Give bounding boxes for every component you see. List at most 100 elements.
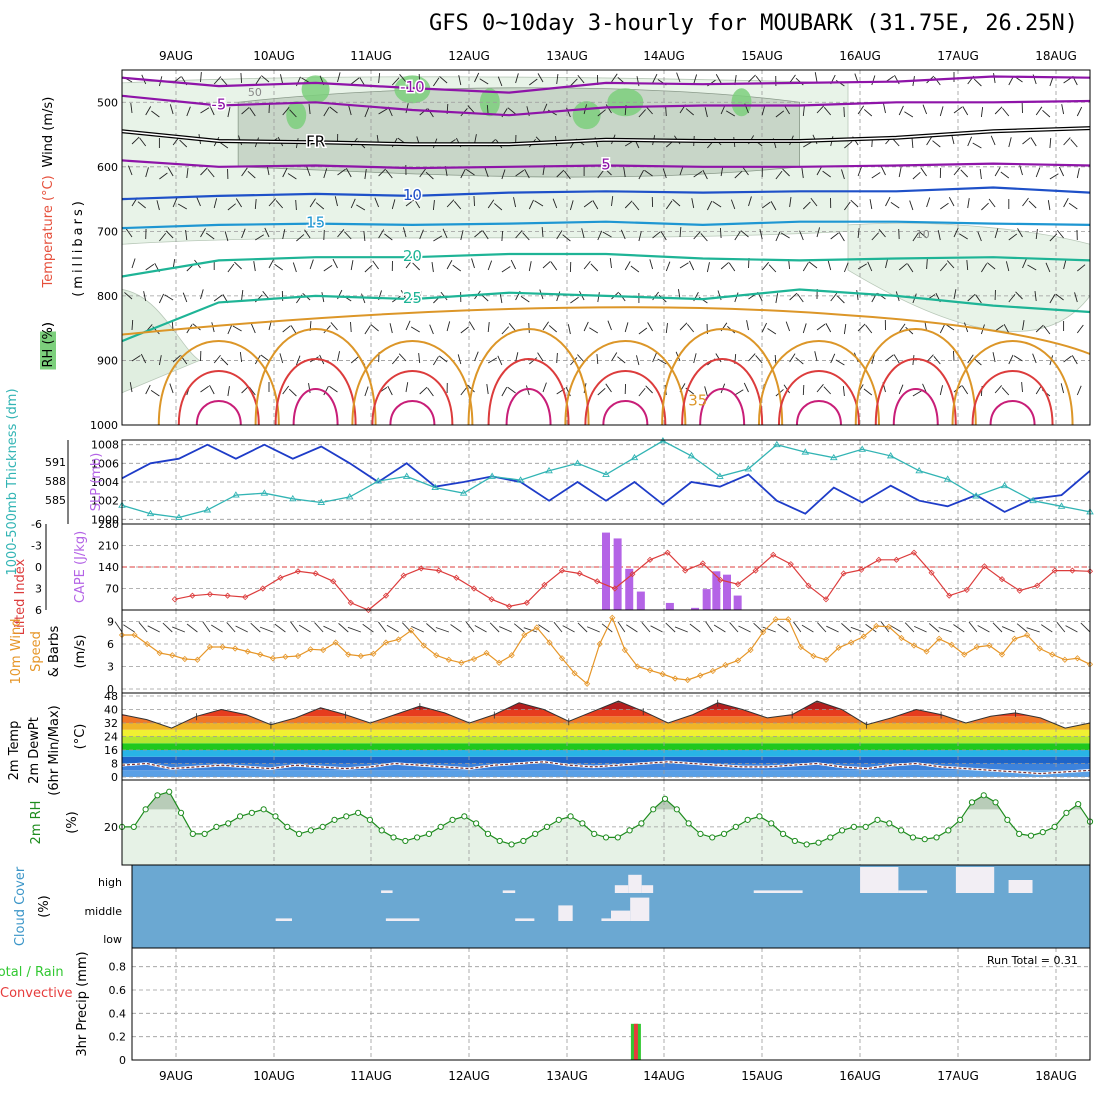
- wind-barb: [761, 322, 767, 333]
- wind-speed-marker: [508, 652, 515, 659]
- wind-barb: [939, 106, 944, 117]
- wind-barb: [912, 232, 919, 242]
- wind-barb: [172, 354, 181, 363]
- wind-barb: [306, 166, 311, 177]
- rh-marker: [189, 830, 196, 838]
- wind-barb: [1047, 200, 1051, 211]
- wind-barb: [405, 199, 415, 207]
- wind-barb: [932, 140, 941, 148]
- lifted-marker: [382, 592, 390, 599]
- wind-barb: [617, 356, 626, 364]
- wind-barb: [789, 292, 798, 301]
- wind-barb: [460, 386, 468, 396]
- wind-barb: [1013, 355, 1023, 362]
- wind-barb: [479, 78, 489, 85]
- wind-speed-marker: [609, 614, 616, 621]
- wind-barb: [534, 200, 544, 207]
- wind-speed-marker: [382, 639, 390, 646]
- wind-barb: [501, 169, 506, 180]
- lifted-marker: [805, 582, 812, 589]
- lifted-marker: [893, 556, 900, 563]
- wind-barb: [850, 199, 859, 208]
- wind-barb: [542, 321, 549, 331]
- wind-barb: [1035, 324, 1044, 333]
- wind-barb: [810, 197, 818, 207]
- wind-speed-marker: [533, 624, 540, 631]
- wind-barb: [890, 202, 900, 209]
- cloud-units-ylabel: (%): [37, 895, 52, 918]
- wind-barb: [548, 325, 557, 333]
- rh-high-cell: [286, 101, 307, 130]
- wind-barb: [665, 323, 668, 334]
- wind-barb: [830, 353, 836, 364]
- wind-speed-marker: [672, 675, 679, 682]
- wind-speed-marker: [1036, 645, 1043, 652]
- wind-barb: [145, 263, 155, 271]
- date-tick-top: 9AUG: [159, 49, 193, 63]
- rh-marker: [213, 823, 220, 830]
- wind-barb: [515, 230, 523, 239]
- warm-contour: [584, 370, 667, 426]
- wind-barb: [186, 623, 198, 633]
- rh-marker: [709, 834, 716, 841]
- wind-barb: [597, 230, 603, 241]
- pressure-tick-label: 800: [97, 290, 118, 303]
- wind-barb: [857, 323, 866, 332]
- wind-barb: [473, 195, 475, 207]
- wind-barb: [255, 234, 265, 241]
- wind-speed-marker: [332, 639, 339, 646]
- wind-barb: [583, 200, 593, 208]
- thickness-line: [121, 440, 1091, 519]
- wind-barb: [227, 203, 236, 211]
- wind-barb: [981, 263, 988, 273]
- wind-speed-marker: [357, 652, 364, 660]
- wind-barb: [775, 231, 781, 242]
- lifted-marker: [418, 565, 425, 572]
- wind-barb: [207, 168, 215, 178]
- date-tick-bottom: 13AUG: [546, 1069, 588, 1083]
- wind-barb: [247, 170, 256, 179]
- wind-barb: [660, 231, 667, 241]
- rh-marker: [354, 809, 362, 816]
- wind-barb: [232, 325, 242, 332]
- rh-marker: [508, 841, 515, 848]
- cloud-tick-label: high: [98, 876, 122, 889]
- wind-barb: [362, 623, 374, 633]
- rh-marker: [744, 816, 751, 823]
- wind-speed-marker: [772, 616, 779, 623]
- lifted-marker: [189, 592, 196, 599]
- lifted-marker: [770, 551, 777, 558]
- wind-barb: [329, 385, 338, 393]
- precip-convective-ylabel: Convective: [0, 986, 73, 1001]
- wind-barb: [499, 626, 512, 633]
- cape-bar: [712, 571, 721, 610]
- wind-barb: [127, 165, 133, 176]
- wind-barb: [494, 203, 503, 211]
- wind-barb: [308, 104, 311, 115]
- wind-tick-label: 6: [107, 638, 114, 651]
- wind-barb: [823, 386, 832, 395]
- temp-tick-label: 24: [104, 731, 118, 744]
- cloud-block: [630, 897, 650, 921]
- wind-speed-marker: [445, 656, 452, 663]
- wind-barb: [364, 264, 373, 273]
- wind-barb: [287, 173, 297, 180]
- wind-barb: [841, 169, 845, 180]
- thickness-marker: [545, 466, 553, 474]
- wind-barb: [513, 197, 517, 208]
- wind-barb: [830, 232, 839, 240]
- rh-marker: [614, 834, 621, 841]
- wind-speed-marker: [684, 676, 691, 684]
- wind-barb: [1022, 137, 1031, 145]
- wind-barb: [515, 352, 519, 363]
- wind-speed-marker: [936, 635, 943, 642]
- date-tick-bottom: 9AUG: [159, 1069, 193, 1083]
- date-tick-top: 14AUG: [643, 49, 685, 63]
- wind-barb: [871, 354, 875, 365]
- date-tick-bottom: 10AUG: [253, 1069, 295, 1083]
- thickness-marker: [716, 472, 724, 479]
- wind-speed-marker: [898, 634, 905, 642]
- lifted-marker: [171, 596, 178, 603]
- wind-barb: [904, 622, 915, 633]
- wind-barb: [825, 323, 832, 333]
